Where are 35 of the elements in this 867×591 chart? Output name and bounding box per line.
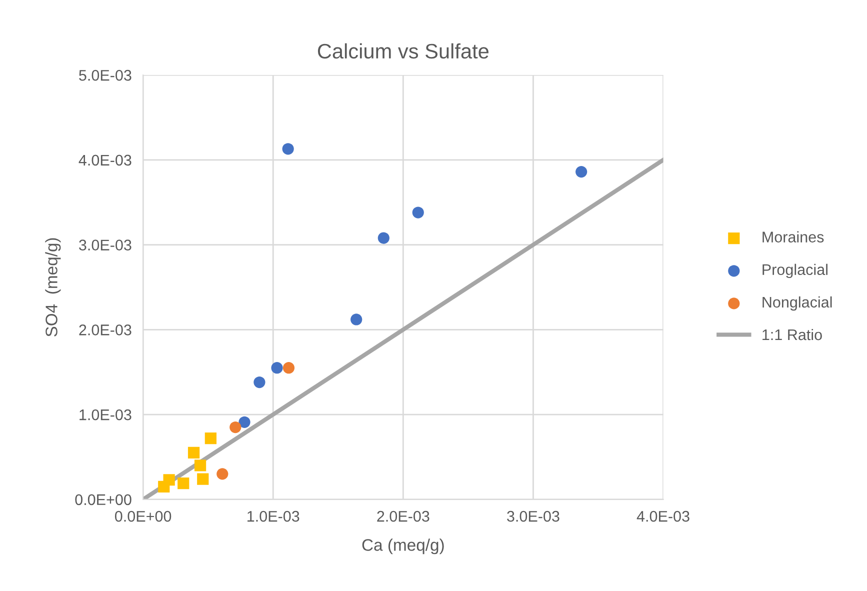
- point: [230, 421, 242, 434]
- y-tick-label: 1.0E-03: [80, 409, 132, 420]
- x-tick-label: 3.0E-03: [507, 510, 560, 522]
- y-tick-label: 4.0E-03: [78, 154, 132, 166]
- x-tick-label: 1.0E-03: [248, 510, 300, 522]
- point: [350, 314, 362, 326]
- point: [216, 468, 228, 480]
- point: [378, 232, 390, 244]
- point: [197, 473, 209, 485]
- legend-label: 1:1 Ratio: [762, 328, 822, 340]
- point: [178, 477, 190, 490]
- point: [282, 362, 295, 374]
- chart-title: Calcium vs Sulfate: [318, 43, 488, 59]
- legend-label: Proglacial: [762, 264, 828, 278]
- x-axis-title: Ca (meq/g): [362, 538, 444, 554]
- point: [271, 362, 283, 374]
- y-tick-label: 3.0E-03: [79, 240, 132, 250]
- point: [254, 376, 266, 388]
- legend-label: Moraines: [762, 231, 824, 242]
- x-tick-label: 4.0E-03: [636, 510, 690, 522]
- point: [204, 432, 216, 444]
- y-tick-label: 2.0E-03: [79, 324, 132, 336]
- point: [576, 166, 588, 178]
- x-tick-label: 2.0E-03: [377, 510, 430, 522]
- point: [194, 460, 206, 472]
- legend-label: Nonglacial: [762, 296, 832, 311]
- point: [158, 480, 170, 492]
- y-tick-label: 5.0E-03: [79, 70, 132, 81]
- x-tick-label: 0.0E+00: [114, 510, 172, 522]
- point: [282, 143, 294, 155]
- point: [412, 206, 424, 218]
- y-axis-title: SO4 (meq/g): [45, 238, 61, 336]
- y-tick-label: 0.0E+00: [75, 494, 132, 506]
- point: [238, 416, 250, 428]
- point: [188, 446, 200, 459]
